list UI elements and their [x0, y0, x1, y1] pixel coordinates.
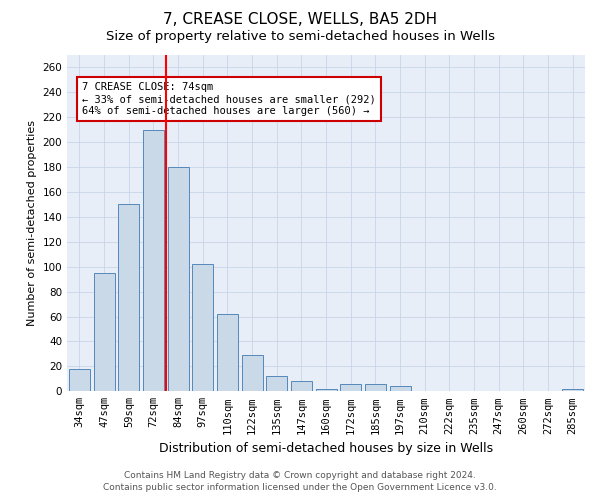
Text: Size of property relative to semi-detached houses in Wells: Size of property relative to semi-detach…: [106, 30, 494, 43]
X-axis label: Distribution of semi-detached houses by size in Wells: Distribution of semi-detached houses by …: [159, 442, 493, 455]
Y-axis label: Number of semi-detached properties: Number of semi-detached properties: [27, 120, 37, 326]
Bar: [193, 264, 213, 392]
Bar: [316, 389, 337, 392]
Bar: [562, 389, 583, 392]
Text: 7, CREASE CLOSE, WELLS, BA5 2DH: 7, CREASE CLOSE, WELLS, BA5 2DH: [163, 12, 437, 28]
Text: Contains HM Land Registry data © Crown copyright and database right 2024.
Contai: Contains HM Land Registry data © Crown c…: [103, 471, 497, 492]
Bar: [167, 167, 188, 392]
Bar: [143, 130, 164, 392]
Bar: [340, 384, 361, 392]
Bar: [291, 382, 312, 392]
Bar: [217, 314, 238, 392]
Bar: [118, 204, 139, 392]
Bar: [94, 273, 115, 392]
Bar: [242, 355, 263, 392]
Bar: [69, 369, 90, 392]
Bar: [266, 376, 287, 392]
Text: 7 CREASE CLOSE: 74sqm
← 33% of semi-detached houses are smaller (292)
64% of sem: 7 CREASE CLOSE: 74sqm ← 33% of semi-deta…: [82, 82, 376, 116]
Bar: [365, 384, 386, 392]
Bar: [389, 386, 410, 392]
